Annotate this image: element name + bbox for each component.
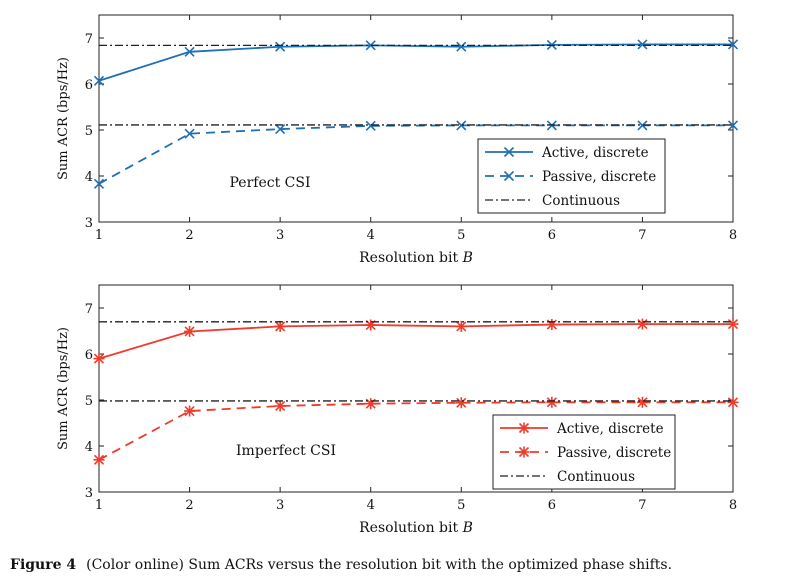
figure-label: Figure 4 xyxy=(10,557,77,573)
series-line-2 xyxy=(98,401,733,461)
x-tick-label: 2 xyxy=(185,228,193,243)
data-point-b xyxy=(365,120,376,131)
data-point-b xyxy=(727,120,739,131)
x-tick-label: 3 xyxy=(276,498,284,513)
data-point-b xyxy=(456,120,467,131)
legend-label-1: Active, discrete xyxy=(541,145,649,161)
y-tick-label: 6 xyxy=(85,78,93,93)
x-tick-label: 1 xyxy=(95,498,103,513)
data-point-b xyxy=(184,128,195,139)
series-line-1 xyxy=(98,43,733,82)
legend-marker-b xyxy=(503,170,515,182)
figure-caption-text: (Color online) Sum ACRs versus the resol… xyxy=(86,557,673,573)
plot-frame xyxy=(98,284,734,493)
legend-label-3: Continuous xyxy=(557,469,635,485)
x-tick-label: 5 xyxy=(457,498,465,513)
plot-frame xyxy=(98,14,734,223)
x-tick-label: 8 xyxy=(729,498,737,513)
x-tick-label: 1 xyxy=(95,228,103,243)
x-tick-label: 4 xyxy=(367,228,375,243)
figure-caption: Figure 4 (Color online) Sum ACRs versus t… xyxy=(10,557,800,573)
x-tick-label: 6 xyxy=(548,228,556,243)
figure: 1 2 3 4 5 6 7 8 3 4 5 6 7 Resolution bit B Sum ACR (bp… xyxy=(56,14,739,536)
y-tick-label: 7 xyxy=(85,302,93,317)
x-tick-label: 7 xyxy=(638,228,646,243)
data-point-b xyxy=(456,41,467,52)
chart-panel-2: 1 2 3 4 5 6 7 8 3 4 5 6 7 Resolution bit B Sum ACR (bp… xyxy=(56,284,739,536)
panel-annotation: Perfect CSI xyxy=(230,175,311,191)
y-tick-label: 5 xyxy=(85,124,93,139)
x-axis-variable: B xyxy=(462,520,473,536)
y-tick-label: 6 xyxy=(85,348,93,363)
y-tick-label: 4 xyxy=(85,440,93,455)
x-axis-label: Resolution bit B xyxy=(359,520,473,536)
x-tick-label: 3 xyxy=(276,228,284,243)
y-tick-label: 5 xyxy=(85,394,93,409)
legend: Active, discrete Passive, discrete Continu… xyxy=(492,414,676,490)
legend-label-3: Continuous xyxy=(542,193,620,209)
data-point-b xyxy=(275,124,286,135)
data-point-b xyxy=(93,178,105,189)
y-tick-label: 7 xyxy=(85,32,93,47)
x-tick-label: 5 xyxy=(457,228,465,243)
chart-panel-1: 1 2 3 4 5 6 7 8 3 4 5 6 7 Resolution bit B Sum ACR (bp… xyxy=(56,14,739,266)
y-tick-label: 4 xyxy=(85,170,93,185)
legend: Active, discrete Passive, discrete Continu… xyxy=(477,138,666,214)
y-axis-label: Sum ACR (bps/Hz) xyxy=(56,57,71,180)
x-axis-label: Resolution bit B xyxy=(359,250,473,266)
x-tick-label: 2 xyxy=(185,498,193,513)
legend-label-1: Active, discrete xyxy=(556,421,664,437)
data-point-b xyxy=(637,39,648,50)
data-point-b xyxy=(365,40,376,51)
data-point-b xyxy=(727,39,739,50)
panel-annotation: Imperfect CSI xyxy=(236,443,336,459)
x-tick-label: 7 xyxy=(638,498,646,513)
x-tick-label: 4 xyxy=(367,498,375,513)
x-axis-variable: B xyxy=(462,250,473,266)
data-point-b xyxy=(93,75,105,86)
x-tick-label: 8 xyxy=(729,228,737,243)
legend-marker-b xyxy=(503,146,515,158)
data-point-b xyxy=(275,41,286,52)
y-axis-label: Sum ACR (bps/Hz) xyxy=(56,327,71,450)
y-tick-label: 3 xyxy=(85,216,93,231)
x-tick-label: 6 xyxy=(548,498,556,513)
data-point-b xyxy=(637,120,648,131)
data-point-b xyxy=(184,46,195,57)
legend-label-2: Passive, discrete xyxy=(542,169,656,185)
y-tick-label: 3 xyxy=(85,486,93,501)
legend-label-2: Passive, discrete xyxy=(557,445,671,461)
series-line-1 xyxy=(98,323,733,360)
